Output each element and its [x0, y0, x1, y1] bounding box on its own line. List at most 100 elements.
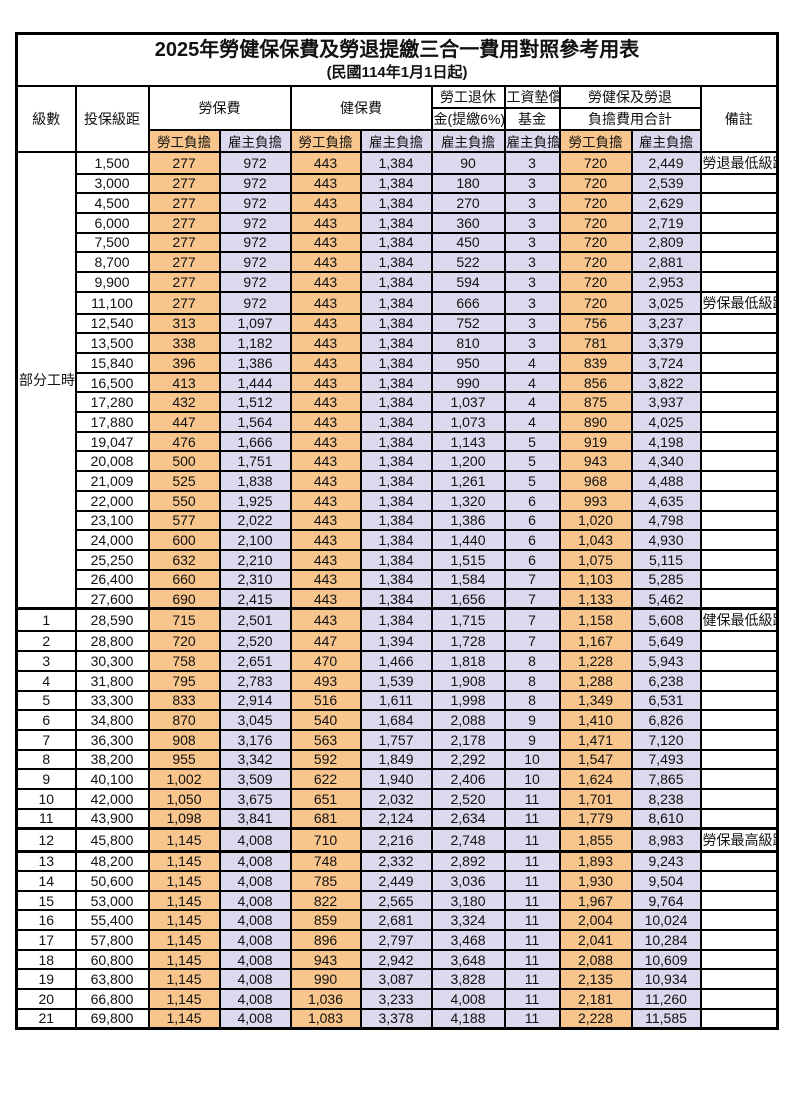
cell-health-employee: 822: [289, 889, 362, 912]
cell-fund-employer: 6: [503, 529, 561, 551]
cell-level: 3: [15, 650, 77, 672]
cell-fund-employer: 7: [503, 588, 561, 610]
cell-health-employer: 1,384: [359, 430, 433, 453]
table-row: 1 28,590 715 2,501 443 1,384 1,715 7 1,158 5,608 健…: [15, 607, 779, 633]
cell-health-employer: 1,384: [359, 470, 433, 492]
cell-labor-employer: 4,008: [218, 988, 292, 1010]
cell-remark: [699, 231, 779, 254]
cell-remark: [699, 332, 779, 354]
cell-health-employee: 493: [289, 669, 362, 692]
table-row: 13,500 338 1,182 443 1,384 810 3 781 3,379: [17, 332, 779, 354]
cell-health-employer: 1,684: [359, 709, 433, 731]
cell-remark: [699, 807, 779, 830]
cell-labor-employee: 577: [147, 509, 221, 532]
table-row: 21,009 525 1,838 443 1,384 1,261 5 968 4,488: [17, 470, 779, 492]
cell-fund-employer: 6: [503, 489, 561, 512]
col-header-health-insurance: 健保費: [289, 84, 433, 131]
cell-total-employer: 4,488: [630, 470, 702, 492]
cell-health-employer: 1,466: [359, 650, 433, 672]
cell-health-employee: 443: [289, 450, 362, 473]
cell-health-employee: 943: [289, 948, 362, 971]
cell-total-employee: 2,041: [558, 929, 633, 951]
cell-health-employer: 1,384: [359, 450, 433, 473]
cell-level: 8: [15, 748, 77, 771]
cell-labor-employee: 447: [147, 411, 221, 433]
cell-bracket: 28,590: [74, 607, 150, 633]
cell-pension-employer: 522: [430, 251, 506, 273]
cell-total-employer: 2,539: [630, 172, 702, 195]
cell-health-employee: 785: [289, 870, 362, 892]
cell-bracket: 34,800: [74, 709, 150, 731]
cell-health-employee: 447: [289, 630, 362, 653]
cell-remark: [699, 211, 779, 234]
cell-labor-employer: 3,509: [218, 768, 292, 790]
cell-labor-employer: 972: [218, 251, 292, 273]
cell-labor-employee: 413: [147, 371, 221, 394]
cell-labor-employee: 1,145: [147, 909, 221, 932]
table-row: 4,500 277 972 443 1,384 270 3 720 2,629: [17, 192, 779, 214]
cell-fund-employer: 3: [503, 192, 561, 214]
cell-total-employee: 1,288: [558, 669, 633, 692]
cell-remark: [699, 548, 779, 571]
cell-health-employee: 443: [289, 172, 362, 195]
cell-pension-employer: 1,715: [430, 607, 506, 633]
cell-pension-employer: 3,468: [430, 929, 506, 951]
cell-remark: [699, 430, 779, 453]
header-row-3: 勞工負擔 雇主負擔 勞工負擔 雇主負擔 雇主負擔 雇主負擔 勞工負擔 雇主負擔: [17, 128, 778, 153]
cell-labor-employer: 2,501: [218, 607, 292, 633]
cell-total-employer: 2,881: [630, 251, 702, 273]
cell-total-employer: 4,635: [630, 489, 702, 512]
cell-labor-employer: 1,182: [218, 332, 292, 354]
cell-labor-employee: 432: [147, 391, 221, 414]
cell-remark: [699, 850, 779, 872]
cell-pension-employer: 1,728: [430, 630, 506, 653]
cell-labor-employer: 4,008: [218, 870, 292, 892]
cell-bracket: 66,800: [74, 988, 150, 1010]
cell-total-employer: 5,649: [630, 630, 702, 653]
cell-remark: [699, 988, 779, 1010]
cell-total-employee: 720: [558, 251, 633, 273]
cell-labor-employer: 3,675: [218, 787, 292, 810]
cell-health-employer: 2,216: [359, 826, 433, 853]
cell-pension-employer: 990: [430, 371, 506, 394]
cell-health-employer: 2,942: [359, 948, 433, 971]
table-row: 15 53,000 1,145 4,008 822 2,565 3,180 11 1,967 9,…: [15, 889, 779, 912]
cell-fund-employer: 3: [503, 290, 561, 315]
cell-total-employee: 919: [558, 430, 633, 453]
cell-pension-employer: 2,178: [430, 728, 506, 751]
cell-health-employee: 443: [289, 150, 362, 175]
cell-bracket: 7,500: [74, 231, 150, 254]
cell-total-employee: 839: [558, 352, 633, 374]
col-header-pension-line1: 勞工退休: [430, 84, 506, 109]
cell-pension-employer: 1,073: [430, 411, 506, 433]
cell-total-employer: 3,724: [630, 352, 702, 374]
cell-pension-employer: 4,188: [430, 1007, 506, 1030]
cell-fund-employer: 3: [503, 211, 561, 234]
cell-fund-employer: 11: [503, 807, 561, 830]
cell-total-employer: 6,826: [630, 709, 702, 731]
cell-total-employer: 6,238: [630, 669, 702, 692]
cell-pension-employer: 2,748: [430, 826, 506, 853]
cell-pension-employer: 666: [430, 290, 506, 315]
cell-labor-employee: 600: [147, 529, 221, 551]
page-title: 2025年勞健保保費及勞退提繳三合一費用對照參考用表: [154, 39, 640, 62]
table-row: 24,000 600 2,100 443 1,384 1,440 6 1,043 4,930: [17, 529, 779, 551]
table-row: 12,540 313 1,097 443 1,384 752 3 756 3,237: [17, 312, 779, 335]
cell-remark: [699, 929, 779, 951]
cell-total-employer: 4,930: [630, 529, 702, 551]
cell-total-employee: 968: [558, 470, 633, 492]
cell-remark: [699, 568, 779, 591]
cell-health-employer: 1,384: [359, 192, 433, 214]
cell-health-employee: 443: [289, 548, 362, 571]
cell-health-employer: 1,384: [359, 568, 433, 591]
cell-labor-employer: 2,783: [218, 669, 292, 692]
cell-health-employer: 1,384: [359, 371, 433, 394]
cell-total-employee: 856: [558, 371, 633, 394]
cell-bracket: 6,000: [74, 211, 150, 234]
cell-total-employee: 1,701: [558, 787, 633, 810]
cell-pension-employer: 950: [430, 352, 506, 374]
cell-fund-employer: 8: [503, 650, 561, 672]
cell-health-employer: 1,384: [359, 251, 433, 273]
cell-labor-employer: 972: [218, 270, 292, 293]
cell-fund-employer: 3: [503, 150, 561, 175]
